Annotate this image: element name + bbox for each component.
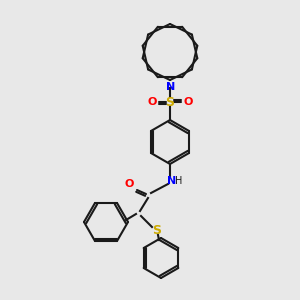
Text: N: N [167, 176, 177, 186]
Text: N: N [167, 82, 176, 92]
Text: H: H [175, 176, 183, 186]
Text: O: O [124, 179, 134, 189]
Text: O: O [147, 97, 157, 107]
Text: O: O [183, 97, 193, 107]
Text: S: S [166, 95, 175, 109]
Text: S: S [152, 224, 161, 236]
